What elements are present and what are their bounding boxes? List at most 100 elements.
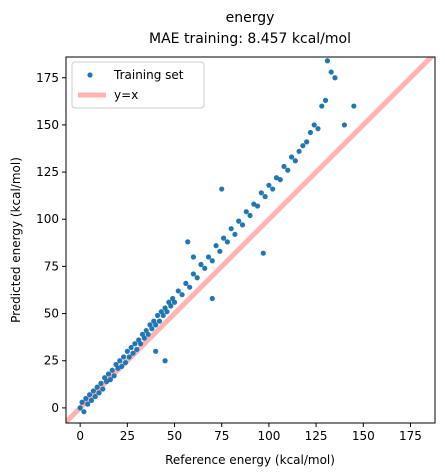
point: [194, 275, 200, 281]
point: [119, 363, 125, 370]
point: [324, 58, 331, 64]
point: [228, 226, 234, 232]
point: [270, 186, 276, 192]
point: [164, 309, 170, 315]
point: [243, 209, 249, 215]
x-tick-label: 25: [120, 429, 135, 443]
point: [90, 388, 96, 394]
x-tick-label: 150: [352, 429, 375, 443]
point: [126, 354, 132, 360]
point: [109, 367, 115, 373]
y-tick-label: 150: [36, 118, 59, 132]
point: [88, 397, 95, 403]
point: [224, 239, 230, 245]
point: [277, 177, 283, 183]
point: [307, 129, 314, 136]
point: [134, 346, 140, 353]
point: [92, 393, 98, 400]
point: [111, 373, 117, 379]
reference-line: [66, 57, 435, 423]
legend-label: y=x: [114, 88, 138, 102]
point: [254, 203, 261, 209]
y-tick-label: 25: [44, 354, 59, 368]
point: [137, 341, 144, 347]
point: [153, 348, 159, 354]
point: [341, 122, 348, 128]
point: [154, 312, 161, 319]
y-tick-label: 50: [44, 307, 59, 321]
point: [202, 265, 208, 271]
point: [190, 254, 197, 260]
point: [171, 299, 178, 305]
point: [81, 409, 87, 415]
axes-frame: [65, 56, 436, 424]
legend-label: Training set: [113, 68, 184, 82]
point: [162, 358, 168, 364]
point: [300, 143, 306, 149]
point: [281, 163, 287, 170]
point: [209, 258, 215, 264]
point: [183, 280, 189, 286]
point: [77, 405, 83, 411]
point: [319, 103, 325, 109]
x-tick-label: 50: [167, 429, 182, 443]
point: [117, 358, 123, 364]
point: [315, 126, 321, 132]
point: [179, 292, 185, 298]
point: [168, 303, 174, 309]
point: [130, 350, 136, 356]
point: [85, 401, 91, 407]
point: [209, 295, 215, 302]
point: [122, 360, 129, 366]
point: [79, 399, 85, 405]
y-tick-label: 0: [51, 401, 59, 415]
legend-marker: [87, 72, 93, 78]
point: [288, 154, 295, 160]
x-tick-label: 75: [214, 429, 229, 443]
point: [83, 395, 89, 402]
point: [149, 326, 155, 332]
point: [221, 235, 227, 241]
point: [160, 312, 166, 319]
point: [105, 371, 112, 377]
point: [262, 194, 268, 200]
point: [205, 254, 212, 260]
x-tick-label: 0: [76, 429, 84, 443]
x-axis-label: Reference energy (kcal/mol): [165, 453, 335, 467]
y-tick-label: 100: [36, 212, 59, 226]
point: [260, 250, 266, 256]
x-tick-label: 175: [399, 429, 422, 443]
x-tick-label: 100: [257, 429, 280, 443]
y-tick-label: 125: [36, 165, 59, 179]
point: [292, 158, 298, 164]
point: [285, 167, 291, 173]
point: [120, 354, 127, 360]
point: [232, 231, 238, 237]
point: [132, 341, 138, 347]
point: [258, 190, 264, 196]
point: [185, 239, 191, 245]
y-axis-label: Predicted energy (kcal/mol): [9, 157, 23, 323]
point: [96, 390, 102, 396]
point: [328, 69, 334, 75]
point: [304, 139, 310, 145]
point: [124, 348, 130, 354]
point: [156, 318, 163, 324]
y-tick-label: 75: [44, 259, 59, 273]
point: [100, 386, 106, 392]
point: [213, 243, 219, 249]
point: [128, 344, 134, 351]
point: [187, 284, 193, 290]
point: [141, 335, 147, 341]
point: [247, 212, 253, 219]
point: [153, 322, 159, 328]
chart-subtitle: MAE training: 8.457 kcal/mol: [149, 31, 351, 47]
point: [145, 331, 151, 337]
point: [94, 384, 100, 390]
point: [311, 122, 317, 128]
y-tick-label: 175: [36, 71, 59, 85]
point: [266, 182, 272, 188]
point: [175, 288, 181, 294]
x-tick-label: 125: [305, 429, 328, 443]
